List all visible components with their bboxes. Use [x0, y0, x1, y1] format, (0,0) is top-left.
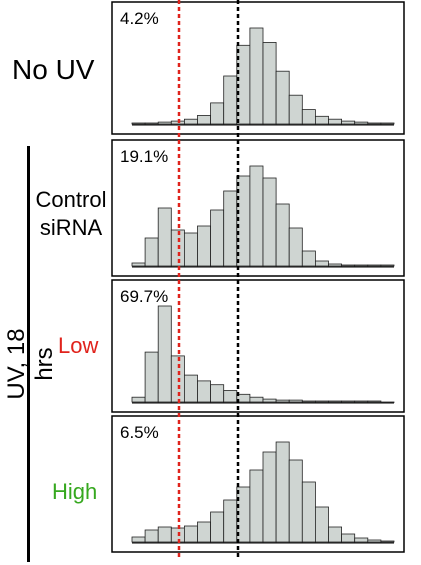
low-label: Low	[58, 333, 99, 358]
histogram-bar	[131, 262, 146, 267]
histogram-bar	[354, 537, 369, 543]
histogram-bar	[380, 122, 395, 125]
histogram-bar	[341, 400, 356, 403]
histogram-bar	[288, 399, 303, 403]
histogram-bar	[223, 499, 238, 543]
histogram-bar	[183, 525, 198, 543]
histogram-bar	[131, 396, 146, 403]
no-uv-label: No UV	[12, 54, 95, 85]
histogram-bar	[275, 203, 290, 267]
histogram-bar	[249, 165, 264, 267]
histogram-bar	[275, 70, 290, 125]
histogram-bar	[249, 396, 264, 403]
histogram-bar	[314, 506, 329, 543]
histogram-bar	[367, 264, 382, 267]
panel-frame	[111, 1, 405, 135]
histogram-bar	[380, 264, 395, 267]
histogram-bar	[288, 94, 303, 125]
histogram-bar	[249, 469, 264, 543]
histogram-bar	[210, 102, 225, 125]
control-label-line2: siRNA	[39, 215, 103, 240]
histogram-bar	[144, 237, 159, 267]
histogram-bar	[210, 209, 225, 267]
histogram-bar	[197, 115, 212, 125]
panel-frame	[111, 279, 405, 413]
histogram-bar	[301, 400, 316, 403]
histogram-bar	[249, 27, 264, 125]
histogram-bar	[157, 305, 172, 403]
histogram-bar	[288, 227, 303, 267]
histogram-bar	[314, 400, 329, 403]
histogram-bar	[328, 526, 343, 543]
histogram-bar	[380, 540, 395, 543]
percent-annotation: 4.2%	[120, 9, 159, 28]
histogram-bar	[144, 122, 159, 125]
panel-frame	[111, 139, 405, 277]
control-sirna-label: Control siRNA	[34, 186, 108, 242]
panel-frame	[111, 415, 405, 553]
histogram-bar	[210, 511, 225, 543]
histogram-bar	[354, 121, 369, 125]
histogram-bar	[367, 400, 382, 403]
control-label-line1: Control	[35, 187, 107, 212]
histogram-bar	[223, 390, 238, 403]
histogram-bar	[341, 120, 356, 125]
histogram-bar	[275, 441, 290, 543]
histogram-bar	[157, 526, 172, 543]
histogram-bar	[131, 536, 146, 543]
histogram-bar	[341, 533, 356, 543]
histogram-bar	[301, 481, 316, 543]
histogram-bar	[341, 264, 356, 267]
histogram-bar	[262, 42, 277, 125]
histogram-bar	[262, 177, 277, 267]
histogram-bar	[301, 250, 316, 267]
histogram-bar	[197, 225, 212, 267]
histogram-bar	[288, 459, 303, 543]
histogram-bar	[328, 118, 343, 125]
histogram-bar	[262, 398, 277, 403]
percent-annotation: 6.5%	[120, 423, 159, 442]
histogram-bar	[183, 374, 198, 403]
histogram-bar	[197, 521, 212, 543]
histogram-bar	[275, 399, 290, 403]
histogram-bar	[367, 539, 382, 543]
histogram-bar	[157, 207, 172, 267]
histogram-bar	[380, 401, 395, 403]
histogram-bar	[144, 529, 159, 543]
histogram-bar	[210, 384, 225, 403]
histogram-bar	[354, 400, 369, 403]
histogram-bar	[131, 122, 146, 125]
histogram-bar	[301, 109, 316, 125]
percent-annotation: 69.7%	[120, 287, 168, 306]
histogram-bar	[354, 264, 369, 267]
histogram-bar	[328, 400, 343, 403]
histogram-bar	[183, 232, 198, 267]
histogram-bar	[183, 118, 198, 125]
histogram-bar	[157, 121, 172, 125]
histogram-bar	[144, 351, 159, 403]
histogram-bar	[367, 122, 382, 125]
histogram-bar	[314, 115, 329, 125]
histogram-bar	[262, 451, 277, 543]
histogram-bar	[197, 380, 212, 403]
histogram-bar	[223, 75, 238, 125]
histogram-bar	[314, 260, 329, 267]
high-label: High	[52, 479, 98, 504]
histogram-bar	[328, 263, 343, 267]
percent-annotation: 19.1%	[120, 147, 168, 166]
histogram-bar	[223, 190, 238, 267]
uv-group-bracket	[27, 146, 30, 562]
